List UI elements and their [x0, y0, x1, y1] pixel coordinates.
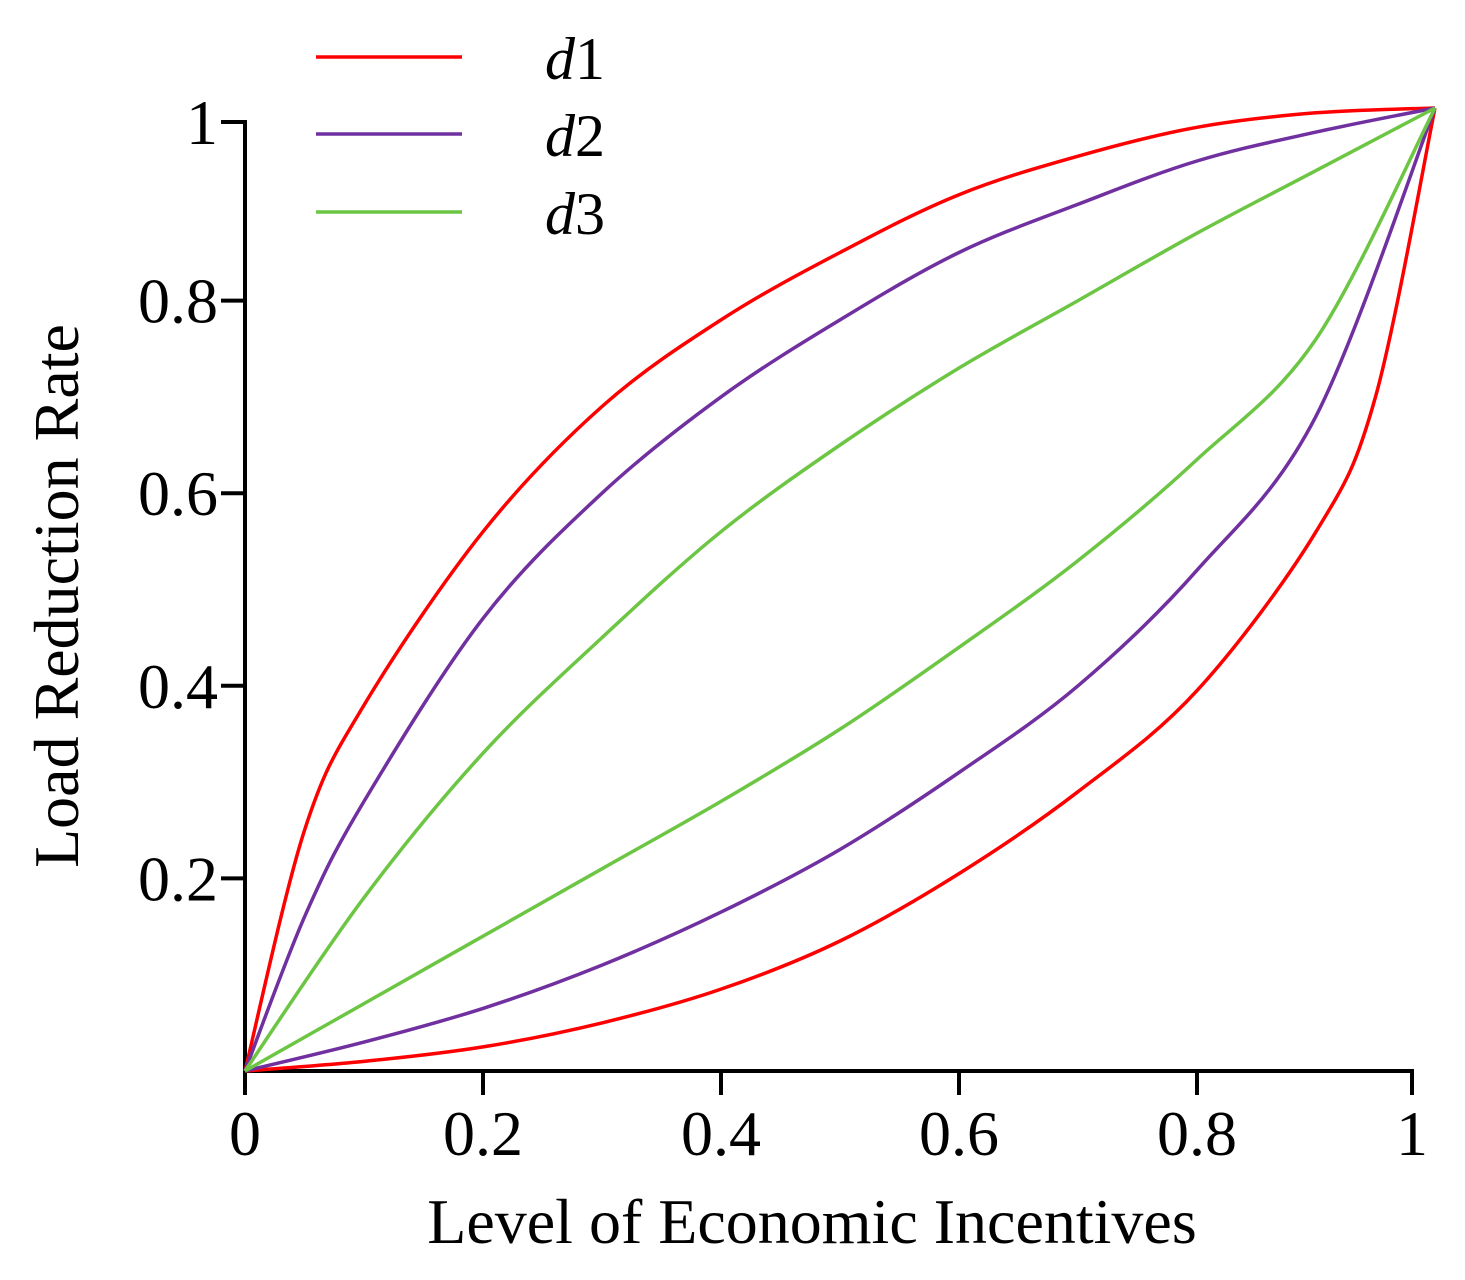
series-d3-upper-line [243, 106, 1436, 1072]
x-tick-label: 0.8 [1157, 1098, 1237, 1169]
legend-label-d2: d2 [545, 103, 605, 169]
y-tick-label: 0.2 [138, 843, 218, 914]
series-d1-lower-line [244, 107, 1437, 1073]
series-d2-upper-line [243, 106, 1436, 1072]
y-tick-label: 0.6 [138, 458, 218, 529]
series-layer [243, 106, 1437, 1073]
x-tick-label: 0.4 [681, 1098, 761, 1169]
y-axis-title: Load Reduction Rate [21, 324, 92, 868]
legend-label-d1: d1 [545, 26, 605, 92]
series-d3-lower-line [244, 107, 1437, 1073]
x-tick-label: 0.2 [443, 1098, 523, 1169]
x-tick-label: 1 [1396, 1098, 1428, 1169]
x-tick-label: 0.6 [919, 1098, 999, 1169]
x-axis-title: Level of Economic Incentives [427, 1186, 1196, 1257]
y-tick-label: 0.4 [138, 651, 218, 722]
x-tick-label: 0 [229, 1098, 261, 1169]
legend: d1 d2 d3 [316, 26, 605, 247]
y-tick-label: 0.8 [138, 266, 218, 337]
series-d2-lower-line [244, 107, 1437, 1073]
ticks: 0 0.2 0.4 0.6 0.8 1 0.2 0.4 0.6 0.8 1 [138, 87, 1428, 1169]
axes [243, 120, 1414, 1073]
series-d1-upper-line [243, 106, 1436, 1072]
legend-label-d3: d3 [545, 181, 605, 247]
y-tick-label: 1 [186, 87, 218, 158]
